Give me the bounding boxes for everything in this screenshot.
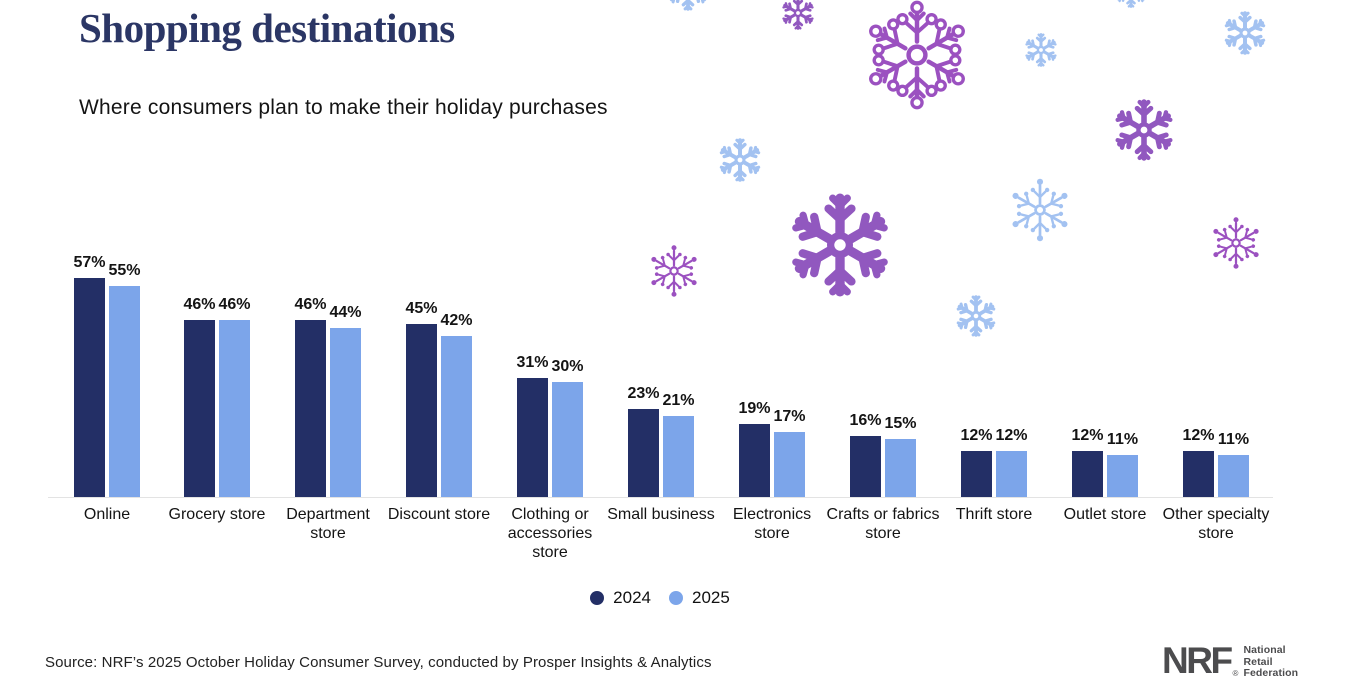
bar-value-label-2025: 46% [218,296,251,313]
bar-2024 [628,409,659,497]
bar-value-label-2025: 30% [551,358,584,375]
bar-2025 [219,320,250,497]
category-label: Department store [286,506,370,542]
bar-value-label-2025: 12% [995,427,1028,444]
bar-2024 [295,320,326,497]
bar-value-label-2025: 55% [108,262,141,279]
category-label: Crafts or fabrics store [826,506,940,542]
category-label: Electronics store [732,506,812,542]
bar-2025 [330,328,361,497]
bar-value-label-2024: 46% [183,296,216,313]
bar-value-label-2024: 45% [405,300,438,317]
bar-value-label-2025: 42% [440,312,473,329]
nrf-logo-line: National [1243,644,1286,656]
bar-2024 [739,424,770,497]
category-label: Outlet store [1063,506,1147,523]
bar-2025 [1218,455,1249,497]
legend-item-2025: 2025 [669,588,730,608]
nrf-logo-line: Retail [1243,655,1273,668]
bar-value-label-2024: 16% [849,412,882,429]
bar-2025 [774,432,805,497]
category-label: Online [83,506,131,523]
page-subtitle: Where consumers plan to make their holid… [79,96,608,119]
legend-label-2025: 2025 [692,588,730,607]
bar-2024 [1183,451,1214,497]
bar-value-label-2025: 15% [884,415,917,432]
bar-2025 [663,416,694,497]
bar-value-label-2025: 17% [773,408,806,425]
x-axis-line [48,497,1273,498]
legend-swatch-2024-icon [590,591,605,605]
bar-2025 [1107,455,1138,497]
bar-2025 [996,451,1027,497]
bar-value-label-2025: 21% [662,392,695,409]
bar-value-label-2024: 12% [960,427,993,444]
category-label: Clothing or accessories store [507,506,593,561]
bar-value-label-2024: 19% [738,400,771,417]
bar-2024 [406,324,437,497]
bar-value-label-2024: 23% [627,385,660,402]
category-label: Small business [607,506,715,523]
chart-legend: 2024 2025 [0,588,1320,608]
bar-2024 [961,451,992,497]
bar-value-label-2024: 31% [516,354,549,371]
bar-value-label-2024: 46% [294,296,327,313]
bar-2025 [552,382,583,497]
bar-2024 [74,278,105,497]
bar-value-label-2025: 44% [329,304,362,321]
category-label: Other specialty store [1162,506,1270,542]
bar-2025 [109,286,140,497]
category-label: Grocery store [168,506,266,523]
nrf-logo: NRF ® National Retail Federation [1162,640,1299,681]
bar-2024 [184,320,215,497]
category-label: Thrift store [955,506,1033,523]
registered-trademark-icon: ® [1232,668,1239,678]
bar-value-label-2024: 12% [1071,427,1104,444]
page-title: Shopping destinations [79,5,455,51]
legend-label-2024: 2024 [613,588,651,607]
nrf-logo-mark: NRF [1162,640,1233,681]
bar-2025 [441,336,472,497]
bar-value-label-2024: 12% [1182,427,1215,444]
bar-2024 [1072,451,1103,497]
nrf-logo-line: Federation [1243,667,1299,679]
category-label: Discount store [387,506,491,523]
bar-2025 [885,439,916,497]
bar-value-label-2024: 57% [73,254,106,271]
legend-swatch-2025-icon [669,591,683,605]
bar-value-label-2025: 11% [1106,431,1139,448]
bar-value-label-2025: 11% [1217,431,1250,448]
source-text: Source: NRF’s 2025 October Holiday Consu… [45,654,712,671]
bar-2024 [517,378,548,497]
legend-item-2024: 2024 [590,588,651,608]
bar-2024 [850,436,881,497]
nrf-logo-text: National Retail Federation [1243,644,1299,680]
